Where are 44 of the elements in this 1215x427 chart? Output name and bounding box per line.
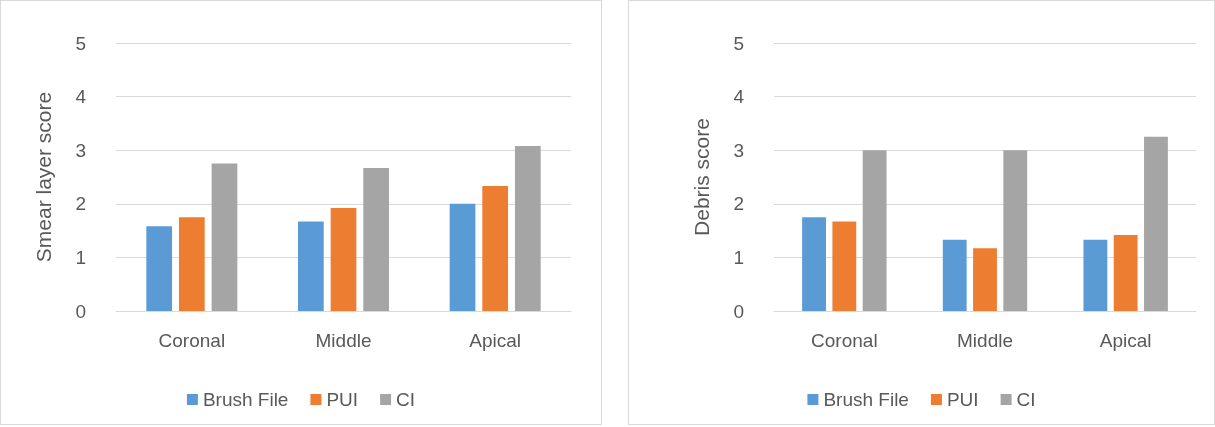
- legend-label: PUI: [946, 389, 979, 410]
- y-tick-label: 4: [733, 86, 745, 108]
- bar: [802, 217, 826, 311]
- x-tick-label: Apical: [469, 330, 522, 351]
- legend-label: PUI: [326, 389, 359, 410]
- legend-label: Brush File: [823, 389, 909, 410]
- y-tick-label: 4: [75, 86, 87, 108]
- y-tick-label: 5: [75, 32, 86, 54]
- y-axis-title: Smear layer score: [32, 91, 55, 263]
- y-tick-label: 2: [733, 193, 744, 215]
- bar: [1083, 239, 1108, 311]
- bar: [1144, 136, 1168, 311]
- bar: [1003, 150, 1028, 311]
- y-tick-label: 3: [733, 139, 744, 161]
- bar: [178, 217, 205, 311]
- x-tick-label: Middle: [315, 330, 372, 351]
- bar: [330, 208, 357, 311]
- bar: [514, 145, 541, 311]
- y-tick-label: 0: [75, 300, 86, 322]
- legend-label: CI: [1016, 389, 1036, 410]
- x-tick-label: Middle: [957, 330, 1013, 351]
- legend-label: CI: [396, 389, 416, 410]
- bar: [363, 167, 389, 311]
- legend-label: Brush File: [202, 389, 289, 410]
- bar: [862, 150, 887, 311]
- bar: [832, 221, 857, 311]
- bar: [146, 226, 173, 311]
- x-tick-label: Apical: [1099, 330, 1152, 351]
- y-tick-label: 2: [75, 193, 86, 215]
- bar: [482, 186, 509, 311]
- y-axis-title: Debris score: [690, 118, 713, 236]
- bar: [973, 248, 997, 311]
- y-tick-label: 5: [733, 32, 744, 54]
- y-tick-label: 3: [75, 139, 86, 161]
- y-tick-label: 0: [733, 300, 744, 322]
- y-tick-label: 1: [75, 246, 86, 268]
- bar: [942, 239, 967, 311]
- bar: [1113, 234, 1138, 311]
- x-tick-label: Coronal: [158, 330, 226, 351]
- bar: [211, 163, 238, 311]
- x-tick-label: Coronal: [811, 330, 878, 351]
- bar: [449, 203, 476, 311]
- y-tick-label: 1: [733, 246, 744, 268]
- bar: [298, 221, 324, 311]
